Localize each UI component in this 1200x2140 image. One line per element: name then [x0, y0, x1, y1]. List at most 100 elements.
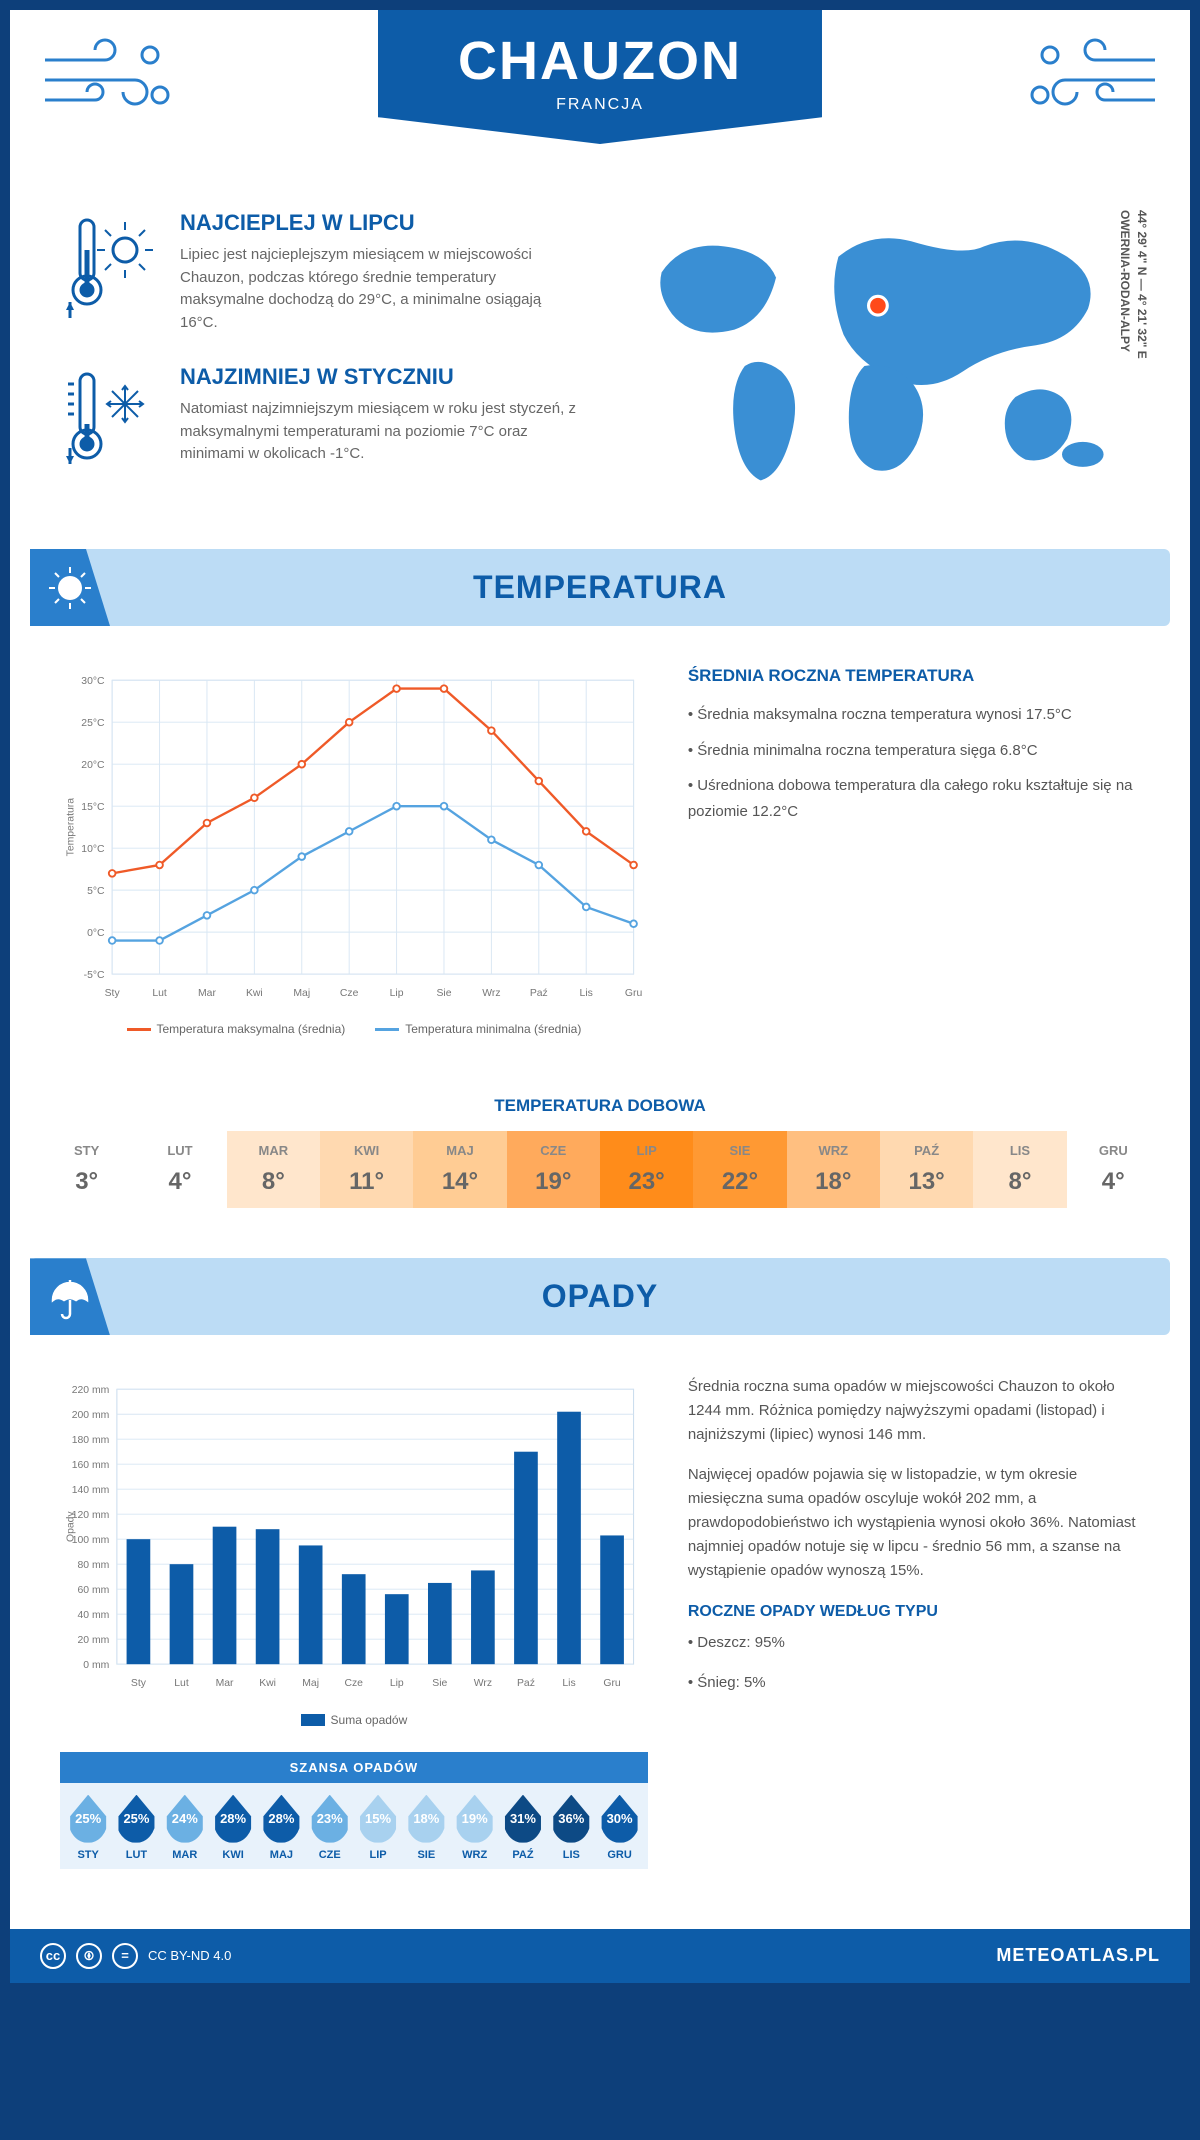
svg-text:20 mm: 20 mm [77, 1635, 109, 1646]
temperatura-title: TEMPERATURA [30, 569, 1170, 606]
temp-side-text: ŚREDNIA ROCZNA TEMPERATURA • Średnia mak… [688, 666, 1140, 1036]
temp-side-1: • Średnia maksymalna roczna temperatura … [688, 702, 1140, 728]
umbrella-icon [30, 1258, 110, 1335]
warmest-body: Lipiec jest najcieplejszym miesiącem w m… [180, 244, 580, 334]
daily-cell: STY3° [40, 1131, 133, 1208]
legend-max: Temperatura maksymalna (średnia) [157, 1022, 346, 1036]
svg-text:Temperatura: Temperatura [65, 798, 76, 857]
daily-cell: MAJ14° [413, 1131, 506, 1208]
svg-text:160 mm: 160 mm [72, 1460, 110, 1471]
precip-legend: Suma opadów [60, 1713, 648, 1727]
coldest-title: NAJZIMNIEJ W STYCZNIU [180, 364, 580, 390]
svg-text:Sty: Sty [105, 988, 121, 999]
temperatura-content: -5°C0°C5°C10°C15°C20°C25°C30°CStyLutMarK… [10, 626, 1190, 1076]
daily-cell: CZE19° [507, 1131, 600, 1208]
opady-content: 0 mm20 mm40 mm60 mm80 mm100 mm120 mm140 … [10, 1335, 1190, 1898]
daily-cell: LUT4° [133, 1131, 226, 1208]
svg-text:Sie: Sie [436, 988, 451, 999]
svg-text:10°C: 10°C [81, 844, 105, 855]
license-text: CC BY-ND 4.0 [148, 1948, 231, 1963]
intro-section: NAJCIEPLEJ W LIPCU Lipiec jest najcieple… [10, 190, 1190, 549]
temp-side-2: • Średnia minimalna roczna temperatura s… [688, 738, 1140, 764]
svg-text:60 mm: 60 mm [77, 1585, 109, 1596]
svg-text:30°C: 30°C [81, 676, 105, 687]
daily-cell: LIP23° [600, 1131, 693, 1208]
daily-cell: SIE22° [693, 1131, 786, 1208]
svg-text:Sie: Sie [432, 1678, 447, 1689]
svg-text:Maj: Maj [302, 1678, 319, 1689]
world-map [620, 210, 1140, 506]
opady-left: 0 mm20 mm40 mm60 mm80 mm100 mm120 mm140 … [60, 1375, 648, 1868]
chance-cell: 30%GRU [595, 1795, 643, 1861]
svg-text:20°C: 20°C [81, 760, 105, 771]
chance-cell: 23%CZE [306, 1795, 354, 1861]
opady-title: OPADY [30, 1278, 1170, 1315]
svg-text:Mar: Mar [198, 988, 216, 999]
svg-text:Opady: Opady [65, 1511, 76, 1542]
precip-rain: • Deszcz: 95% [688, 1631, 1140, 1655]
chance-cell: 25%STY [64, 1795, 112, 1861]
precip-chart: 0 mm20 mm40 mm60 mm80 mm100 mm120 mm140 … [60, 1375, 648, 1697]
svg-text:Kwi: Kwi [259, 1678, 276, 1689]
legend-min: Temperatura minimalna (średnia) [405, 1022, 581, 1036]
svg-text:0°C: 0°C [87, 928, 105, 939]
svg-text:100 mm: 100 mm [72, 1535, 110, 1546]
svg-text:180 mm: 180 mm [72, 1435, 110, 1446]
daily-cell: KWI11° [320, 1131, 413, 1208]
temp-chart: -5°C0°C5°C10°C15°C20°C25°C30°CStyLutMarK… [60, 666, 648, 1036]
svg-text:80 mm: 80 mm [77, 1560, 109, 1571]
precip-type-title: ROCZNE OPADY WEDŁUG TYPU [688, 1603, 1140, 1621]
warmest-title: NAJCIEPLEJ W LIPCU [180, 210, 580, 236]
footer: cc 🅯 = CC BY-ND 4.0 METEOATLAS.PL [10, 1929, 1190, 1983]
chance-title: SZANSA OPADÓW [60, 1752, 648, 1783]
svg-text:Sty: Sty [131, 1678, 147, 1689]
wind-icon-right [1020, 30, 1160, 142]
chance-cell: 25%LUT [112, 1795, 160, 1861]
section-header-temperatura: TEMPERATURA [30, 549, 1170, 626]
by-icon: 🅯 [76, 1943, 102, 1969]
coordinates: 44° 29' 4" N — 4° 21' 32" E OWERNIA-RODA… [1116, 210, 1150, 359]
daily-title: TEMPERATURA DOBOWA [10, 1096, 1190, 1116]
svg-text:Cze: Cze [344, 1678, 363, 1689]
warmest-block: NAJCIEPLEJ W LIPCU Lipiec jest najcieple… [60, 210, 580, 334]
svg-text:Paź: Paź [517, 1678, 535, 1689]
svg-text:Lip: Lip [390, 988, 404, 999]
intro-left: NAJCIEPLEJ W LIPCU Lipiec jest najcieple… [60, 210, 580, 509]
country-subtitle: FRANCJA [458, 96, 742, 114]
svg-text:Cze: Cze [340, 988, 359, 999]
temp-side-3: • Uśredniona dobowa temperatura dla całe… [688, 773, 1140, 824]
opady-right: Średnia roczna suma opadów w miejscowośc… [688, 1375, 1140, 1868]
temp-side-title: ŚREDNIA ROCZNA TEMPERATURA [688, 666, 1140, 686]
svg-text:Kwi: Kwi [246, 988, 263, 999]
svg-text:Gru: Gru [625, 988, 643, 999]
temp-legend: Temperatura maksymalna (średnia) Tempera… [60, 1022, 648, 1036]
chance-cell: 36%LIS [547, 1795, 595, 1861]
daily-cell: MAR8° [227, 1131, 320, 1208]
svg-text:5°C: 5°C [87, 886, 105, 897]
daily-cell: WRZ18° [787, 1131, 880, 1208]
section-header-opady: OPADY [30, 1258, 1170, 1335]
chance-row: 25%STY25%LUT24%MAR28%KWI28%MAJ23%CZE15%L… [60, 1783, 648, 1869]
coldest-block: NAJZIMNIEJ W STYCZNIU Natomiast najzimni… [60, 364, 580, 479]
chance-cell: 15%LIP [354, 1795, 402, 1861]
chance-cell: 28%MAJ [257, 1795, 305, 1861]
svg-text:25°C: 25°C [81, 718, 105, 729]
cc-icon: cc [40, 1943, 66, 1969]
coord-lat: 44° 29' 4" N [1135, 210, 1149, 275]
coord-region: OWERNIA-RODAN-ALPY [1118, 210, 1132, 352]
chance-cell: 24%MAR [161, 1795, 209, 1861]
svg-text:Wrz: Wrz [474, 1678, 492, 1689]
chance-cell: 28%KWI [209, 1795, 257, 1861]
site-name: METEOATLAS.PL [996, 1945, 1160, 1966]
city-title: CHAUZON [458, 30, 742, 92]
svg-text:15°C: 15°C [81, 802, 105, 813]
daily-cell: LIS8° [973, 1131, 1066, 1208]
coord-lon: 4° 21' 32" E [1135, 294, 1149, 359]
coldest-text: NAJZIMNIEJ W STYCZNIU Natomiast najzimni… [180, 364, 580, 479]
warmest-text: NAJCIEPLEJ W LIPCU Lipiec jest najcieple… [180, 210, 580, 334]
title-banner: CHAUZON FRANCJA [378, 10, 822, 144]
daily-cell: PAŹ13° [880, 1131, 973, 1208]
sun-icon [30, 549, 110, 626]
footer-left: cc 🅯 = CC BY-ND 4.0 [40, 1943, 231, 1969]
daily-table: STY3°LUT4°MAR8°KWI11°MAJ14°CZE19°LIP23°S… [40, 1131, 1160, 1208]
